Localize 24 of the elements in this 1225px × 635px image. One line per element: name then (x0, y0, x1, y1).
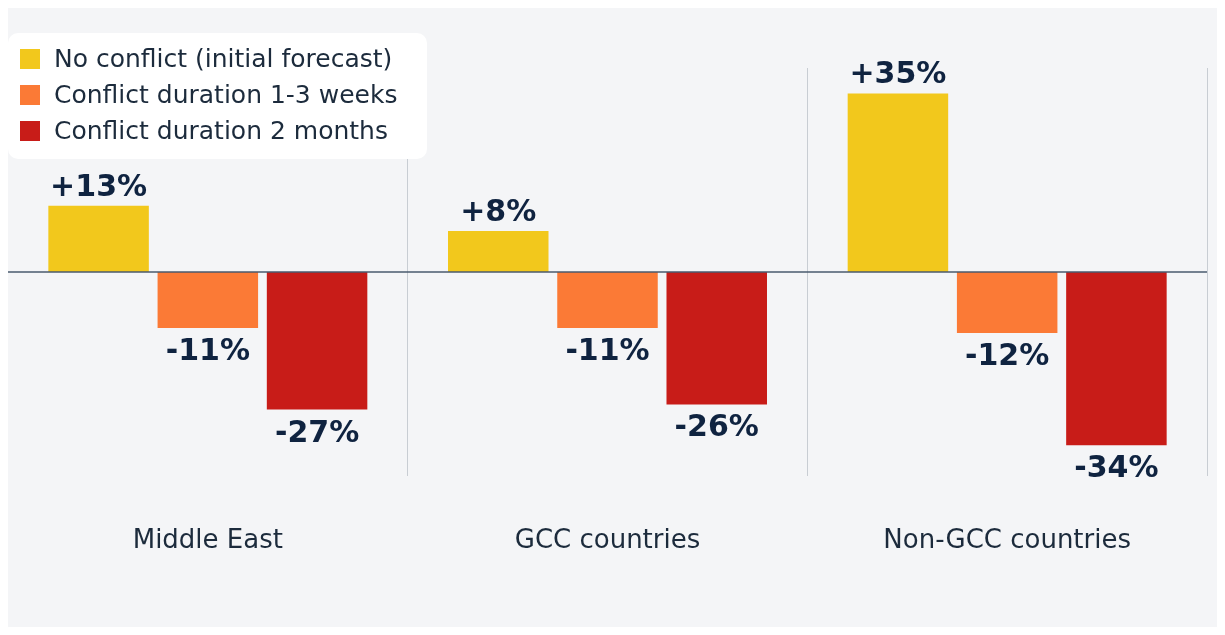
x-tick-label: GCC countries (514, 524, 701, 555)
bar (157, 271, 259, 328)
bar (266, 271, 368, 410)
data-label: -11% (165, 331, 250, 367)
legend-label: Conflict duration 1-3 weeks (54, 79, 398, 111)
data-label: -27% (274, 413, 360, 449)
x-tick-label: Middle East (132, 524, 283, 555)
bar (666, 271, 767, 405)
bar (48, 205, 149, 272)
data-label: -34% (1074, 449, 1159, 485)
data-label: -12% (965, 337, 1050, 373)
bar (956, 271, 1058, 334)
data-label: +35% (849, 55, 947, 91)
bar (448, 231, 549, 272)
bar (1066, 271, 1167, 446)
x-tick-label: Non-GCC countries (883, 524, 1132, 555)
legend-label: Conflict duration 2 months (54, 115, 388, 147)
data-label: -26% (674, 408, 759, 444)
bar (557, 271, 658, 328)
data-label: +13% (50, 167, 148, 203)
data-label: -11% (565, 331, 650, 367)
data-label: +8% (460, 193, 537, 229)
legend-label: No conflict (initial forecast) (54, 43, 393, 75)
bar (847, 93, 949, 272)
